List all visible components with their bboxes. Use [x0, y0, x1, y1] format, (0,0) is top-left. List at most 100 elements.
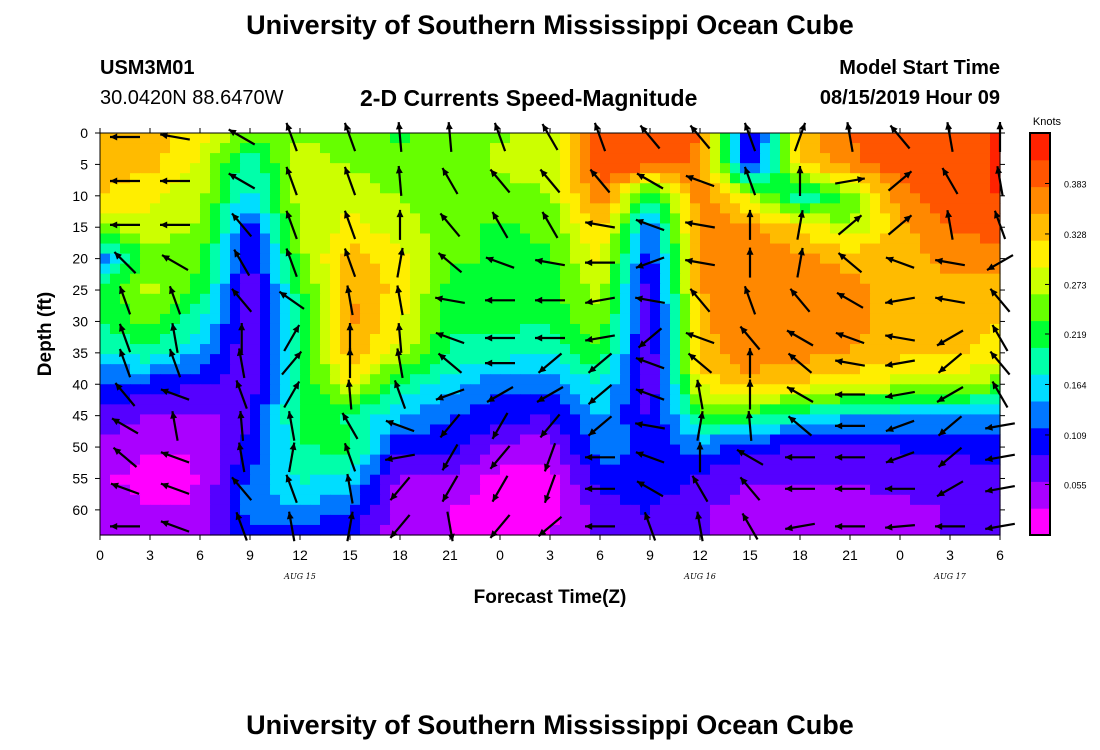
- heatmap-cell: [260, 454, 271, 466]
- heatmap-cell: [440, 183, 451, 194]
- heatmap-cell: [680, 394, 691, 405]
- x-date-label: AUG 16: [683, 572, 716, 581]
- heatmap-cell: [710, 334, 721, 345]
- heatmap-cell: [560, 283, 571, 295]
- heatmap-cell: [350, 414, 361, 426]
- heatmap-cell: [580, 494, 591, 506]
- heatmap-cell: [490, 273, 501, 285]
- heatmap-cell: [700, 283, 711, 295]
- heatmap-cell: [100, 293, 111, 305]
- heatmap-cell: [470, 414, 481, 426]
- heatmap-cell: [280, 474, 291, 486]
- heatmap-cell: [110, 334, 121, 345]
- heatmap-cell: [760, 243, 771, 255]
- heatmap-cell: [710, 484, 721, 496]
- heatmap-cell: [900, 524, 911, 536]
- heatmap-cell: [610, 444, 621, 456]
- heatmap-cell: [510, 384, 521, 395]
- current-arrow: [796, 247, 805, 278]
- heatmap-cell: [200, 524, 211, 536]
- heatmap-cell: [660, 243, 671, 255]
- heatmap-cell: [280, 464, 291, 476]
- heatmap-cell: [890, 233, 901, 245]
- heatmap-cell: [350, 454, 361, 466]
- heatmap-cell: [740, 384, 751, 395]
- heatmap-cell: [390, 414, 401, 426]
- heatmap-cell: [460, 303, 471, 315]
- heatmap-cell: [900, 504, 911, 516]
- heatmap-cell: [630, 364, 641, 375]
- x-tick-label: 9: [646, 547, 654, 563]
- colorbar-segment: [1030, 240, 1050, 268]
- heatmap-cell: [900, 494, 911, 506]
- current-arrow: [160, 177, 190, 185]
- heatmap-cell: [280, 354, 291, 365]
- colorbar-segment: [1030, 481, 1050, 509]
- heatmap-cell: [100, 484, 111, 496]
- heatmap-cell: [500, 354, 511, 365]
- heatmap-cell: [930, 173, 941, 184]
- heatmap-cell: [720, 253, 731, 265]
- heatmap-cell: [150, 173, 161, 184]
- heatmap-cell: [370, 163, 381, 174]
- heatmap-cell: [170, 454, 181, 466]
- heatmap-cell: [110, 364, 121, 375]
- heatmap-cell: [620, 283, 631, 295]
- heatmap-cell: [440, 424, 451, 436]
- heatmap-cell: [420, 293, 431, 305]
- heatmap-cell: [650, 153, 661, 164]
- heatmap-cell: [310, 323, 321, 335]
- heatmap-cell: [610, 273, 621, 285]
- heatmap-cell: [910, 133, 921, 144]
- heatmap-cell: [260, 374, 271, 385]
- heatmap-cell: [230, 364, 241, 375]
- heatmap-cell: [200, 313, 211, 325]
- heatmap-cell: [570, 514, 581, 526]
- heatmap-cell: [640, 414, 651, 426]
- heatmap-cell: [390, 273, 401, 285]
- heatmap-cell: [380, 323, 391, 335]
- heatmap-cell: [260, 313, 271, 325]
- heatmap-cell: [470, 323, 481, 335]
- heatmap-cell: [650, 364, 661, 375]
- y-tick-label: 20: [72, 251, 88, 267]
- heatmap-cell: [290, 173, 301, 184]
- heatmap-cell: [950, 384, 961, 395]
- heatmap-cell: [560, 263, 571, 275]
- heatmap-cell: [240, 213, 251, 225]
- heatmap-cell: [320, 203, 331, 214]
- heatmap-cell: [950, 524, 961, 536]
- current-arrow: [836, 291, 864, 309]
- heatmap-cell: [960, 384, 971, 395]
- heatmap-cell: [390, 334, 401, 345]
- heatmap-cell: [320, 494, 331, 506]
- heatmap-cell: [670, 374, 681, 385]
- heatmap-cell: [810, 303, 821, 315]
- heatmap-cell: [220, 394, 231, 405]
- heatmap-cell: [280, 193, 291, 204]
- heatmap-cell: [560, 153, 571, 164]
- heatmap-cell: [830, 223, 841, 235]
- heatmap-cell: [880, 173, 891, 184]
- heatmap-cell: [460, 394, 471, 405]
- heatmap-cell: [750, 384, 761, 395]
- current-arrow: [160, 451, 190, 464]
- heatmap-cell: [310, 303, 321, 315]
- heatmap-cell: [360, 133, 371, 144]
- heatmap-cell: [440, 163, 451, 174]
- heatmap-cell: [400, 153, 411, 164]
- heatmap-cell: [270, 404, 281, 415]
- heatmap-cell: [180, 283, 191, 295]
- heatmap-cell: [560, 133, 571, 144]
- heatmap-cell: [500, 273, 511, 285]
- heatmap-cell: [700, 524, 711, 536]
- heatmap-cell: [930, 404, 941, 415]
- heatmap-cell: [690, 404, 701, 415]
- heatmap-cell: [700, 223, 711, 235]
- heatmap-cell: [300, 524, 311, 536]
- heatmap-cell: [530, 354, 541, 365]
- heatmap-cell: [420, 173, 431, 184]
- heatmap-cell: [760, 344, 771, 355]
- heatmap-cell: [710, 303, 721, 315]
- heatmap-cell: [180, 213, 191, 225]
